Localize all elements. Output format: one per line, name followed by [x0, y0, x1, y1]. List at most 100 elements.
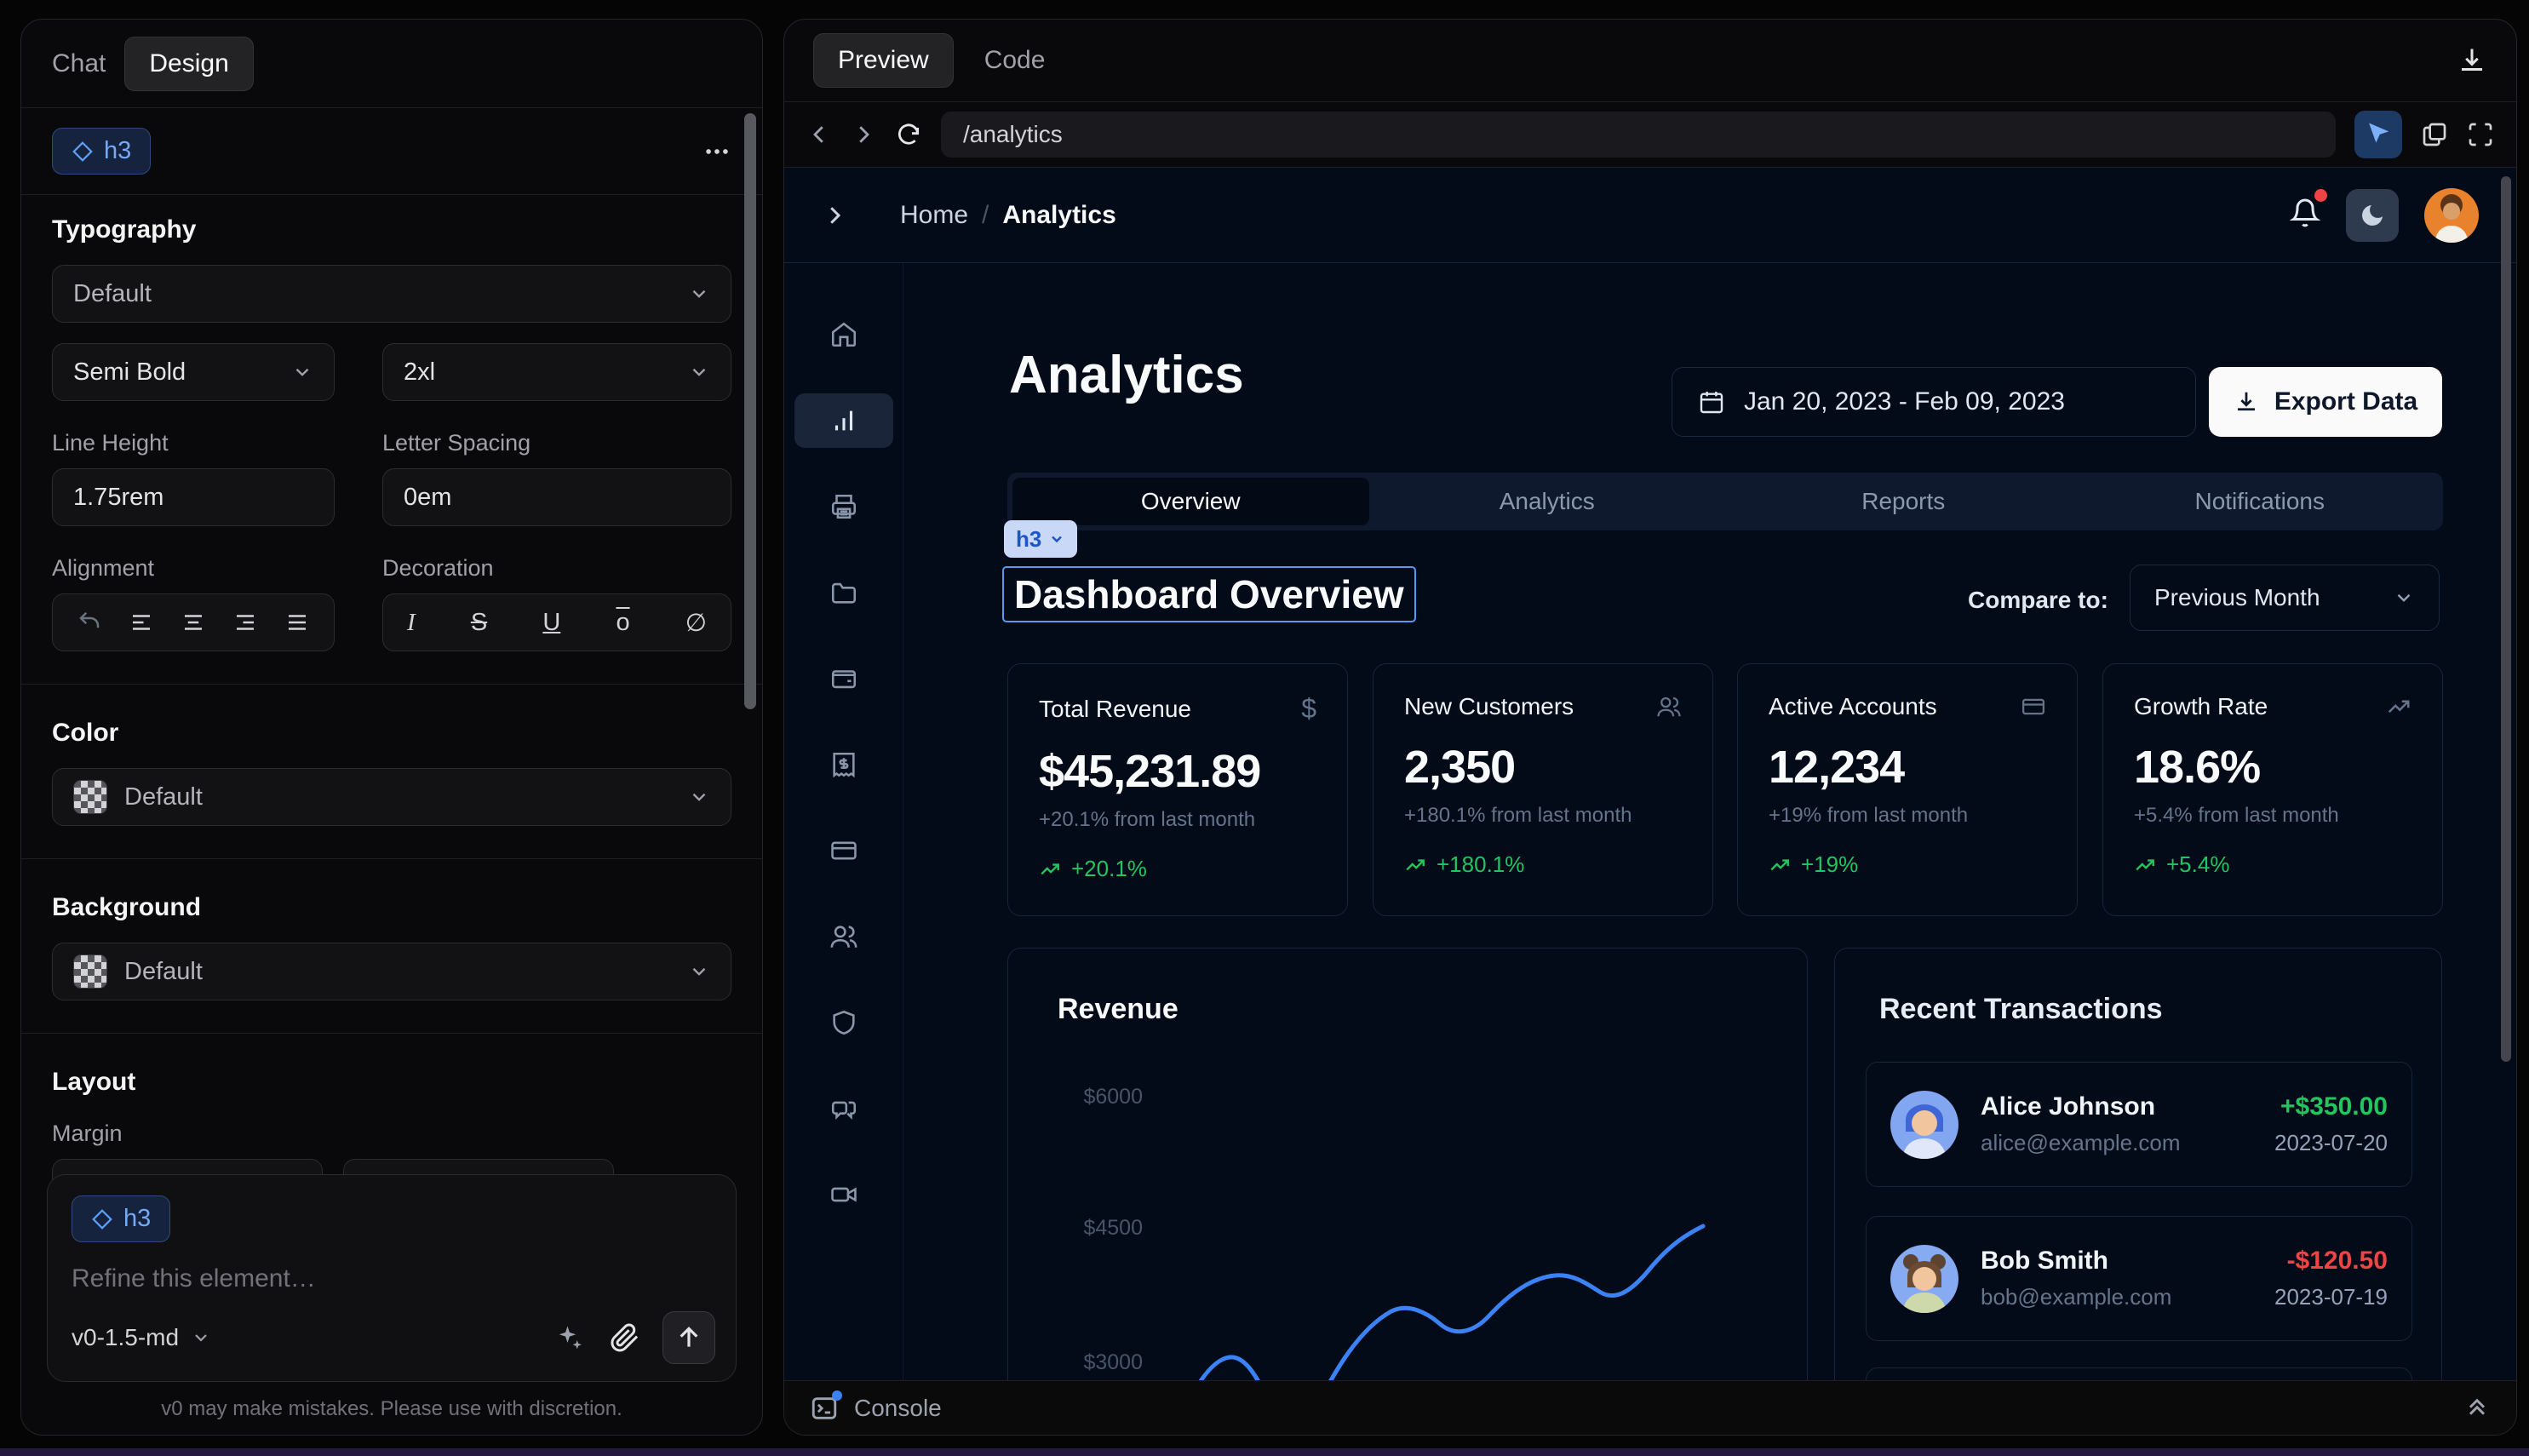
sparkles-icon[interactable] [553, 1322, 584, 1353]
theme-toggle-button[interactable] [2346, 188, 2399, 242]
tab-analytics[interactable]: Analytics [1499, 488, 1595, 514]
background-select[interactable]: Default [52, 943, 731, 1000]
color-select[interactable]: Default [52, 768, 731, 826]
prompt-composer[interactable]: h3 Refine this element… v0-1.5-md [47, 1174, 737, 1382]
line-height-input[interactable]: 1.75rem [52, 468, 335, 526]
alignment-label: Alignment [52, 555, 155, 581]
avatar [1890, 1244, 1958, 1313]
trending-up-icon [1770, 858, 1789, 870]
decoration-label: Decoration [382, 555, 494, 581]
model-select[interactable]: v0-1.5-md [72, 1324, 211, 1351]
sidebar-item-customers[interactable] [794, 909, 893, 964]
element-selection-outline[interactable]: Dashboard Overview [1002, 566, 1416, 622]
attachment-icon[interactable] [610, 1322, 640, 1353]
background-swatch-icon [73, 954, 107, 989]
stat-card-active-accounts: Active Accounts 12,234 +19% from last mo… [1737, 663, 2078, 916]
tab-reports[interactable]: Reports [1861, 488, 1946, 514]
avatar [1890, 1090, 1958, 1159]
font-weight-select[interactable]: Semi Bold [52, 343, 335, 401]
forward-icon[interactable] [851, 122, 876, 147]
download-icon[interactable] [2457, 45, 2487, 76]
y-axis-tick: $6000 [1083, 1085, 1143, 1109]
console-bar[interactable]: Console [784, 1380, 2516, 1435]
bell-icon [2289, 198, 2321, 227]
sidebar-item-video[interactable] [794, 1167, 893, 1222]
font-size-select[interactable]: 2xl [382, 343, 731, 401]
trending-up-icon [2136, 858, 2154, 870]
section-divider [21, 1033, 762, 1034]
sidebar-item-wallet[interactable] [794, 651, 893, 706]
tab-chat[interactable]: Chat [52, 49, 106, 77]
selected-element-tag[interactable]: h3 [1004, 520, 1078, 558]
color-heading: Color [52, 719, 119, 747]
align-justify-icon[interactable] [284, 610, 310, 635]
tab-preview[interactable]: Preview [813, 33, 954, 88]
chevron-down-icon [692, 967, 706, 976]
wallet-icon [831, 670, 856, 689]
composer-placeholder[interactable]: Refine this element… [72, 1264, 316, 1293]
fullscreen-icon[interactable] [2467, 121, 2494, 148]
notifications-button[interactable] [2289, 189, 2327, 232]
arrow-up-icon [680, 1327, 698, 1347]
calendar-icon [1700, 392, 1723, 414]
chevron-down-icon [295, 368, 309, 376]
overline-icon[interactable]: o [616, 608, 630, 636]
transaction-date: 2023-07-20 [2274, 1130, 2388, 1155]
sidebar-item-invoices[interactable] [794, 479, 893, 534]
selected-element-row: h3 [21, 108, 762, 195]
export-data-button[interactable]: Export Data [2209, 367, 2442, 437]
align-center-icon[interactable] [181, 610, 206, 635]
diamond-icon [92, 1208, 112, 1230]
more-options-icon[interactable] [702, 137, 731, 166]
undo-icon[interactable] [77, 610, 102, 635]
compare-label: Compare to: [1968, 587, 2108, 613]
sidebar-item-messages[interactable] [794, 1081, 893, 1136]
element-badge[interactable]: h3 [52, 128, 152, 175]
date-range-button[interactable]: Jan 20, 2023 - Feb 09, 2023 [1672, 367, 2196, 437]
italic-icon[interactable]: I [407, 608, 416, 636]
sidebar-item-home[interactable] [794, 307, 893, 362]
disclaimer-text: v0 may make mistakes. Please use with di… [161, 1397, 622, 1420]
sidebar-item-analytics[interactable] [794, 393, 893, 448]
composer-element-badge[interactable]: h3 [72, 1195, 171, 1242]
transaction-row[interactable]: Alice Johnson alice@example.com +$350.00… [1866, 1062, 2412, 1187]
sidebar-item-security[interactable] [794, 995, 893, 1050]
transaction-row[interactable]: Bob Smith bob@example.com -$120.50 2023-… [1866, 1216, 2412, 1341]
user-avatar[interactable] [2424, 187, 2479, 243]
tab-design[interactable]: Design [124, 36, 254, 91]
font-family-select[interactable]: Default [52, 265, 731, 323]
send-button[interactable] [662, 1311, 715, 1364]
sidebar-item-cards[interactable] [794, 823, 893, 878]
printer-icon [831, 494, 856, 519]
align-right-icon[interactable] [232, 610, 258, 635]
url-input[interactable]: /analytics [941, 112, 2336, 158]
breadcrumb-home[interactable]: Home [900, 200, 969, 229]
section-divider [21, 858, 762, 859]
left-panel-scrollbar[interactable] [744, 113, 756, 709]
preview-nav-bar: /analytics [784, 101, 2516, 168]
back-icon[interactable] [806, 122, 832, 147]
chevrons-up-icon[interactable] [2463, 1395, 2491, 1422]
sidebar-toggle-icon[interactable] [822, 203, 847, 228]
underline-icon[interactable]: U [542, 608, 561, 636]
design-properties: Typography Default Semi Bold 2xl Line He… [21, 195, 762, 1435]
duplicate-window-icon[interactable] [2421, 121, 2448, 148]
tab-overview[interactable]: Overview [1012, 478, 1369, 525]
letter-spacing-input[interactable]: 0em [382, 468, 731, 526]
background-heading: Background [52, 893, 202, 921]
compare-select[interactable]: Previous Month [2130, 565, 2440, 631]
tab-notifications[interactable]: Notifications [2194, 488, 2325, 514]
clear-decoration-icon[interactable]: ∅ [685, 609, 707, 637]
strikethrough-icon[interactable]: S [470, 608, 488, 636]
tab-code[interactable]: Code [984, 46, 1046, 74]
preview-scrollbar[interactable] [2501, 176, 2511, 1062]
panel-tab-bar: Chat Design [21, 20, 762, 108]
trending-up-icon [1041, 863, 1059, 874]
sidebar-item-files[interactable] [794, 565, 893, 620]
transaction-date: 2023-07-19 [2274, 1284, 2388, 1310]
refresh-icon[interactable] [895, 121, 922, 148]
chevron-down-icon [692, 368, 706, 376]
inspect-element-button[interactable] [2354, 111, 2402, 158]
align-left-icon[interactable] [129, 610, 154, 635]
sidebar-item-receipts[interactable] [794, 737, 893, 792]
